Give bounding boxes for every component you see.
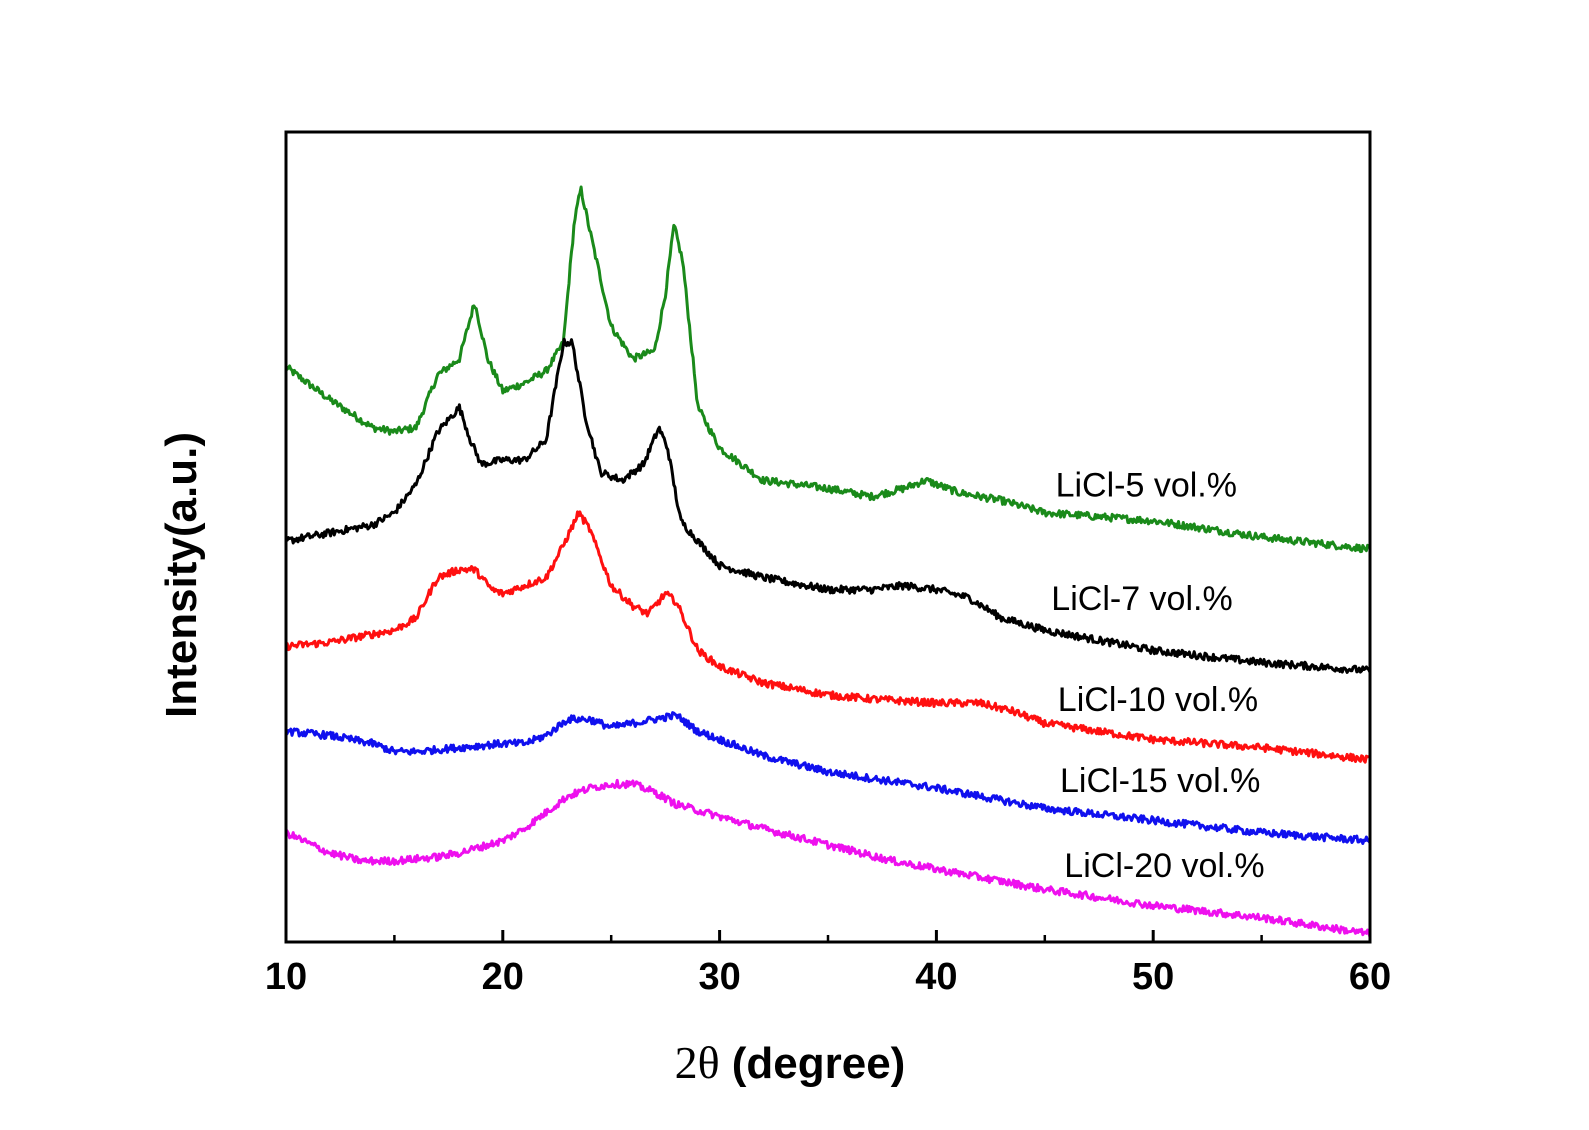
x-tick-label: 20: [482, 956, 524, 998]
x-tick-label: 30: [698, 956, 740, 998]
series-line-1: [284, 185, 1372, 554]
series-line-2: [284, 337, 1372, 674]
x-tick-label: 50: [1132, 956, 1174, 998]
x-axis-title: 2θ (degree): [675, 1037, 906, 1088]
series-layer: [284, 185, 1372, 938]
series-line-5: [284, 778, 1372, 938]
series-line-3: [285, 510, 1371, 764]
x-tick-label: 10: [265, 956, 307, 998]
series-line-4: [284, 711, 1372, 845]
series-labels: LiCl-5 vol.% LiCl-7 vol.% LiCl-10 vol.% LiC…: [1051, 467, 1264, 886]
series-label-3: LiCl-10 vol.%: [1058, 681, 1258, 719]
series-label-4: LiCl-15 vol.%: [1060, 762, 1260, 800]
series-label-5: LiCl-20 vol.%: [1064, 847, 1264, 885]
y-axis-title: Intensity(a.u.): [157, 432, 206, 718]
x-tick-label: 40: [915, 956, 957, 998]
series-label-2: LiCl-7 vol.%: [1051, 580, 1232, 618]
series-label-1: LiCl-5 vol.%: [1056, 467, 1237, 505]
x-axis-ticks: 10 20 30 40 50 60: [265, 930, 1391, 998]
x-tick-label: 60: [1349, 956, 1391, 998]
